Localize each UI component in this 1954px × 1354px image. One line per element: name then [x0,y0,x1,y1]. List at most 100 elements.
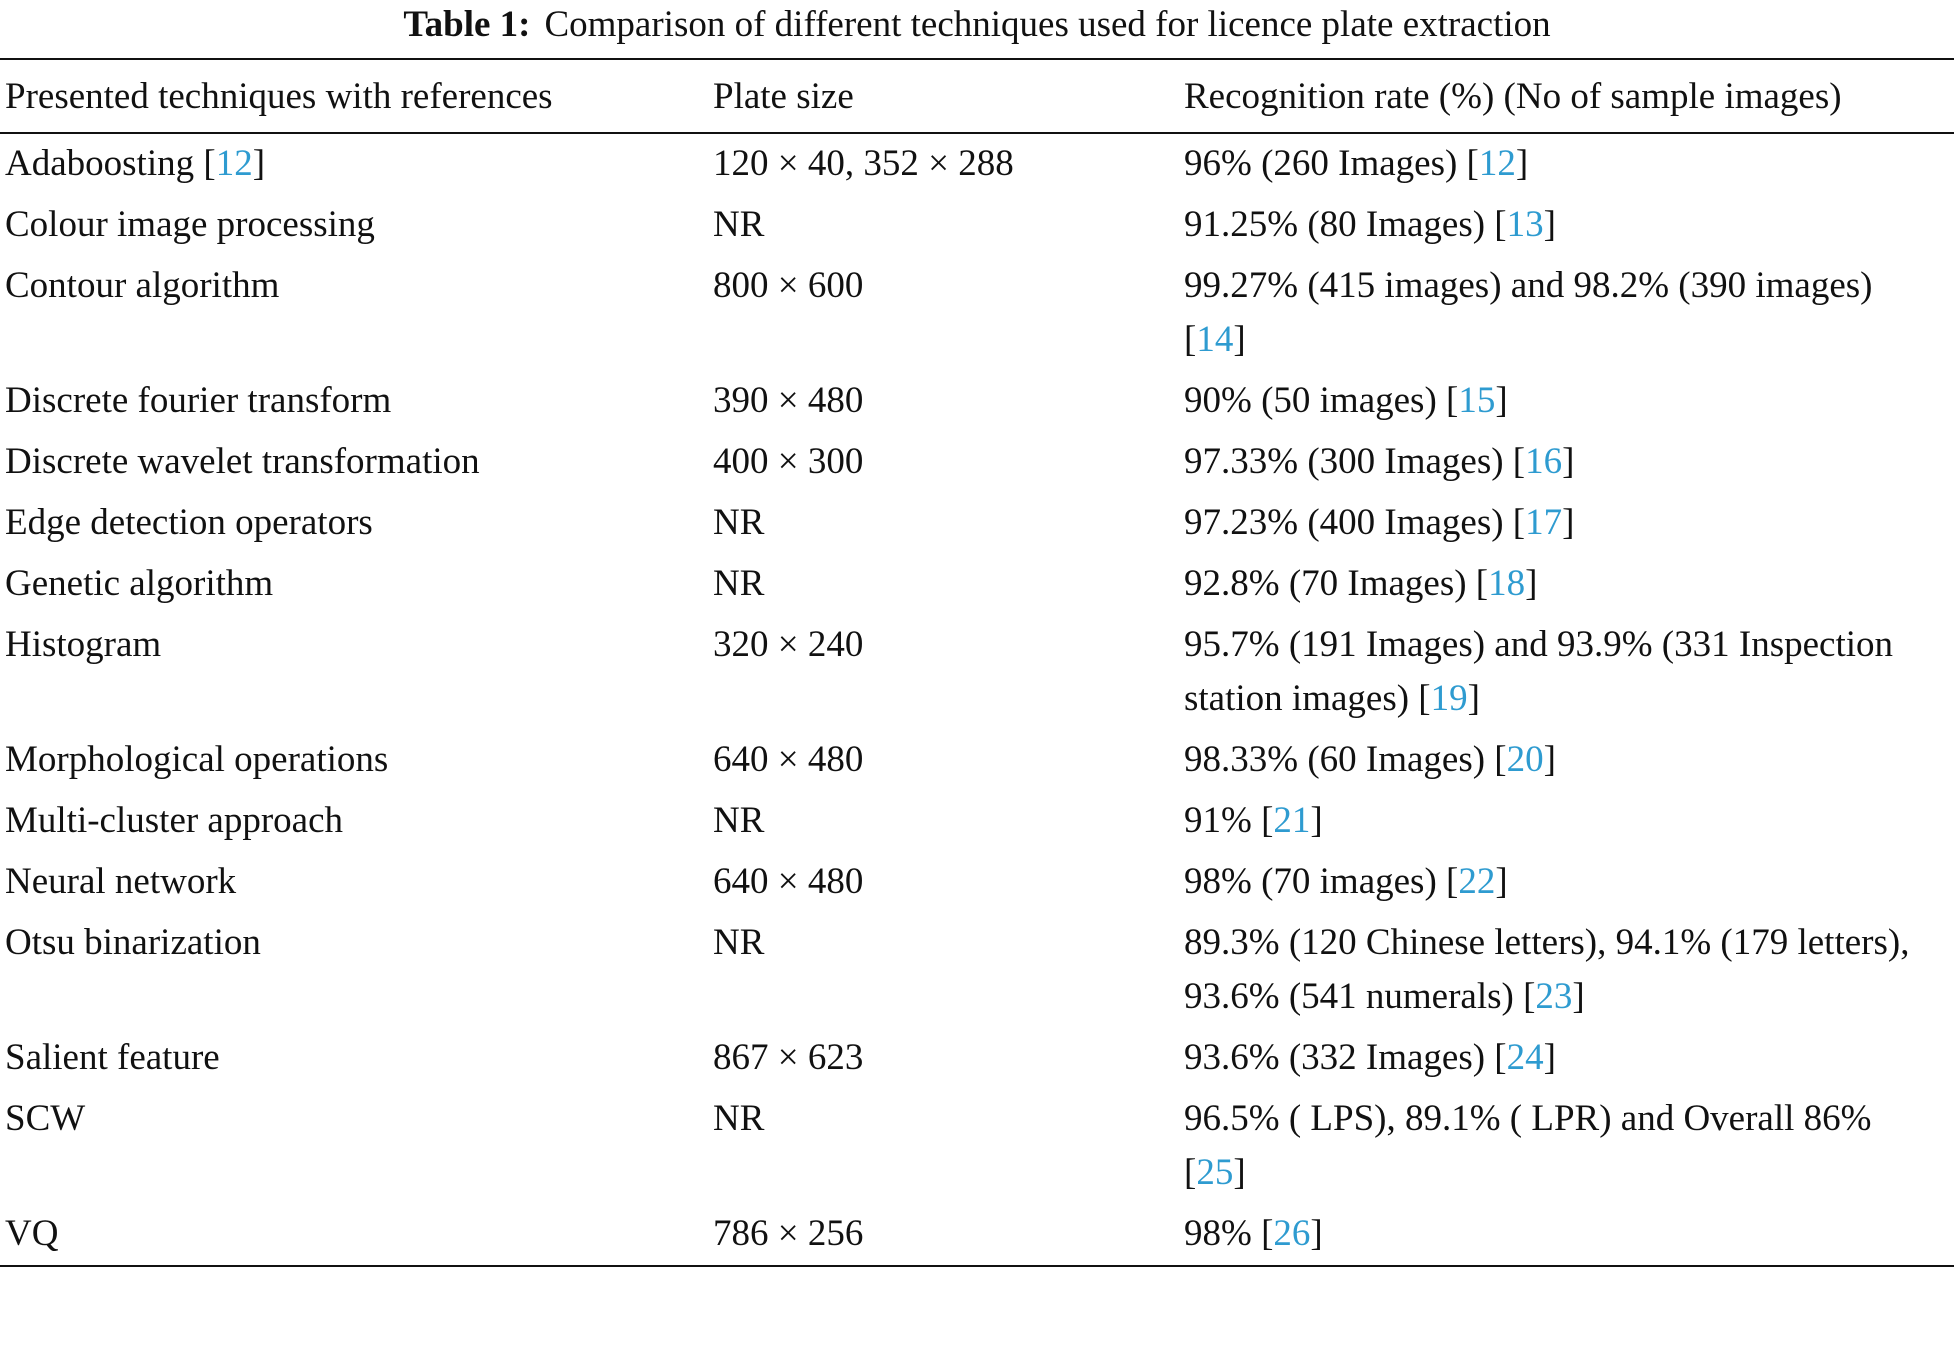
cell-text: Contour algorithm [5,265,280,306]
rate-cell: 93.6% (332 Images) [24] [1184,1028,1924,1089]
cell-text: 390 × 480 [713,380,864,421]
plate-size-cell: 800 × 600 [713,256,1184,371]
plate-size-cell: 390 × 480 [713,371,1184,432]
technique-cell: Salient feature [0,1028,713,1089]
spacer [1924,493,1954,554]
spacer [1924,432,1954,493]
reference-link[interactable]: 12 [215,143,253,184]
cell-text: 92.8% (70 Images) [ [1184,563,1489,604]
table-row: Genetic algorithm NR 92.8% (70 Images) [18… [0,554,1954,615]
spacer [1924,913,1954,1028]
technique-cell: Genetic algorithm [0,554,713,615]
cell-text: Morphological operations [5,739,389,780]
plate-size-cell: 786 × 256 [713,1204,1184,1266]
table-row: Discrete wavelet transformation 400 × 300… [0,432,1954,493]
cell-text: 91.25% (80 Images) [ [1184,204,1507,245]
cell-text: NR [713,922,765,963]
cell-text: ] [1525,563,1538,604]
rate-cell: 96% (260 Images) [12] [1184,133,1924,195]
reference-link[interactable]: 23 [1535,976,1573,1017]
cell-text: Adaboosting [ [5,143,216,184]
reference-link[interactable]: 17 [1525,502,1563,543]
plate-size-cell: 400 × 300 [713,432,1184,493]
reference-link[interactable]: 15 [1458,380,1496,421]
cell-text: ] [1310,1213,1323,1254]
reference-link[interactable]: 26 [1273,1213,1311,1254]
technique-cell: Morphological operations [0,730,713,791]
caption-text: Comparison of different techniques used … [544,4,1551,45]
reference-link[interactable]: 22 [1458,861,1496,902]
reference-link[interactable]: 14 [1196,319,1234,360]
cell-text: Neural network [5,861,237,902]
table-row: Salient feature 867 × 623 93.6% (332 Image… [0,1028,1954,1089]
header-cell: Recognition rate (%) (No of sample image… [1184,76,1842,117]
technique-cell: Edge detection operators [0,493,713,554]
technique-cell: Adaboosting [12] [0,133,713,195]
cell-text: 97.23% (400 Images) [ [1184,502,1526,543]
table-row: Adaboosting [12] 120 × 40, 352 × 288 96% (… [0,133,1954,195]
technique-cell: Multi-cluster approach [0,791,713,852]
cell-text: ] [1562,441,1575,482]
cell-text: ] [1543,739,1556,780]
technique-cell: Discrete wavelet transformation [0,432,713,493]
reference-link[interactable]: 12 [1478,143,1516,184]
reference-link[interactable]: 18 [1488,563,1526,604]
cell-text: ] [252,143,266,184]
caption-label: Table 1: [403,4,531,45]
cell-text: ] [1233,319,1246,360]
reference-link[interactable]: 13 [1506,204,1544,245]
cell-text: Discrete fourier transform [5,380,392,421]
cell-text: 320 × 240 [713,624,864,665]
cell-text: 400 × 300 [713,441,864,482]
spacer [1924,256,1954,371]
cell-text: 98% (70 images) [ [1184,861,1459,902]
table-row: SCW NR 96.5% ( LPS), 89.1% ( LPR) and Over… [0,1089,1954,1204]
cell-text: Multi-cluster approach [5,800,344,841]
rate-cell: 97.33% (300 Images) [16] [1184,432,1924,493]
cell-text: NR [713,800,765,841]
technique-cell: Contour algorithm [0,256,713,371]
spacer [1924,615,1954,730]
spacer [1924,371,1954,432]
cell-text: Genetic algorithm [5,563,274,604]
reference-link[interactable]: 19 [1430,678,1468,719]
technique-cell: Otsu binarization [0,913,713,1028]
cell-text: 640 × 480 [713,861,864,902]
technique-cell: Histogram [0,615,713,730]
plate-size-cell: 640 × 480 [713,852,1184,913]
cell-text: Colour image processing [5,204,375,245]
table-row: Edge detection operators NR 97.23% (400 Im… [0,493,1954,554]
reference-link[interactable]: 21 [1273,800,1311,841]
cell-text: NR [713,1098,765,1139]
table-row: Multi-cluster approach NR 91% [21] [0,791,1954,852]
spacer [1924,133,1954,195]
cell-text: 90% (50 images) [ [1184,380,1459,421]
cell-text: ] [1515,143,1529,184]
cell-text: 95.7% (191 Images) and 93.9% (331 Inspec… [1184,624,1893,719]
reference-link[interactable]: 24 [1506,1037,1544,1078]
reference-link[interactable]: 20 [1506,739,1544,780]
cell-text: ] [1467,678,1480,719]
cell-text: 97.33% (300 Images) [ [1184,441,1526,482]
cell-text: 96.5% ( LPS), 89.1% ( LPR) and Overall 8… [1184,1098,1872,1193]
cell-text: 91% [ [1184,800,1274,841]
rate-cell: 90% (50 images) [15] [1184,371,1924,432]
table-row: Histogram 320 × 240 95.7% (191 Images) and… [0,615,1954,730]
spacer [1924,1089,1954,1204]
reference-link[interactable]: 16 [1525,441,1563,482]
cell-text: 640 × 480 [713,739,864,780]
table-row: Discrete fourier transform 390 × 480 90% (… [0,371,1954,432]
cell-text: NR [713,204,765,245]
cell-text: VQ [5,1213,59,1254]
cell-text: Salient feature [5,1037,220,1078]
cell-text: NR [713,502,765,543]
reference-link[interactable]: 25 [1196,1152,1234,1193]
cell-text: 120 × 40, 352 × 288 [713,143,1014,184]
table-row: VQ 786 × 256 98% [26] [0,1204,1954,1266]
technique-cell: Discrete fourier transform [0,371,713,432]
rate-cell: 97.23% (400 Images) [17] [1184,493,1924,554]
technique-cell: VQ [0,1204,713,1266]
cell-text: ] [1495,861,1508,902]
rate-cell: 96.5% ( LPS), 89.1% ( LPR) and Overall 8… [1184,1089,1924,1204]
